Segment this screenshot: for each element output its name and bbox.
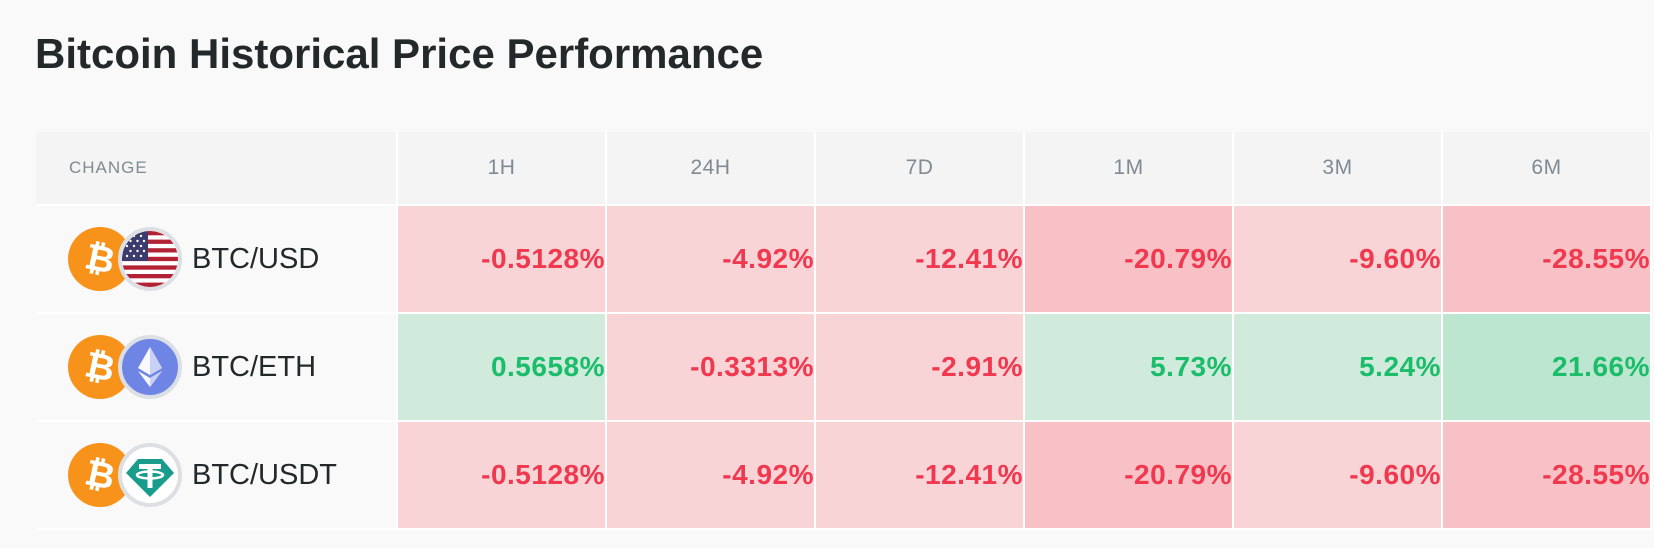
pair-cell: ₿ BTC/USDT — [36, 422, 398, 530]
price-performance-table: CHANGE 1H 24H 7D 1M 3M 6M ₿ — [36, 132, 1652, 530]
header-change: CHANGE — [36, 132, 398, 206]
change-1m: 5.73% — [1025, 314, 1234, 422]
us-flag-icon — [118, 227, 182, 291]
change-1h: -0.5128% — [398, 422, 607, 530]
svg-text:₿: ₿ — [81, 452, 118, 498]
table-header-row: CHANGE 1H 24H 7D 1M 3M 6M — [36, 132, 1652, 206]
header-6m: 6M — [1443, 132, 1652, 206]
change-3m: -9.60% — [1234, 206, 1443, 314]
change-3m: -9.60% — [1234, 422, 1443, 530]
change-24h: -4.92% — [607, 422, 816, 530]
pair-cell: ₿ — [36, 206, 398, 314]
change-1m: -20.79% — [1025, 422, 1234, 530]
table-row[interactable]: ₿ BTC/USDT -0.5128% -4.92% -12.41% — [36, 422, 1652, 530]
change-24h: -4.92% — [607, 206, 816, 314]
change-1h: 0.5658% — [398, 314, 607, 422]
pair-label: BTC/USDT — [192, 458, 337, 491]
change-3m: 5.24% — [1234, 314, 1443, 422]
change-7d: -12.41% — [816, 206, 1025, 314]
change-6m: -28.55% — [1443, 422, 1652, 530]
page-title: Bitcoin Historical Price Performance — [35, 30, 764, 77]
header-7d: 7D — [816, 132, 1025, 206]
change-6m: 21.66% — [1443, 314, 1652, 422]
pair-cell: ₿ BTC/ETH — [36, 314, 398, 422]
pair-label: BTC/USD — [192, 242, 320, 275]
change-6m: -28.55% — [1443, 206, 1652, 314]
change-1h: -0.5128% — [398, 206, 607, 314]
change-1m: -20.79% — [1025, 206, 1234, 314]
svg-text:₿: ₿ — [81, 236, 118, 282]
table-row[interactable]: ₿ — [36, 206, 1652, 314]
table-row[interactable]: ₿ BTC/ETH 0.5658% -0.3313% -2.91% — [36, 314, 1652, 422]
change-7d: -12.41% — [816, 422, 1025, 530]
pair-label: BTC/ETH — [192, 350, 317, 383]
change-24h: -0.3313% — [607, 314, 816, 422]
ethereum-icon — [118, 335, 182, 399]
header-3m: 3M — [1234, 132, 1443, 206]
tether-icon — [118, 443, 182, 507]
svg-text:₿: ₿ — [81, 344, 118, 390]
header-1h: 1H — [398, 132, 607, 206]
header-1m: 1M — [1025, 132, 1234, 206]
change-7d: -2.91% — [816, 314, 1025, 422]
header-24h: 24H — [607, 132, 816, 206]
